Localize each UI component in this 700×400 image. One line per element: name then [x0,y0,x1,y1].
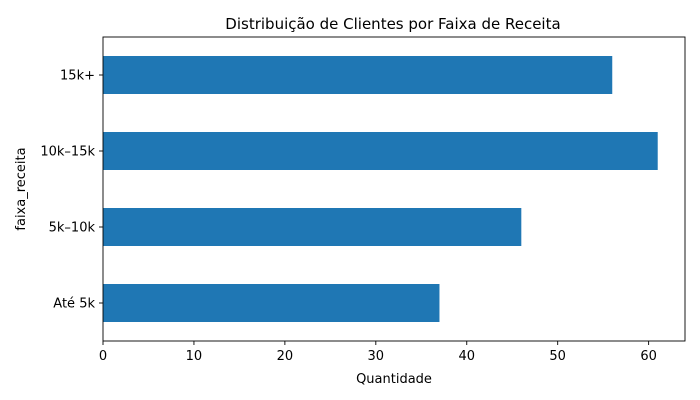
bar [103,56,613,94]
y-axis-label: faixa_receita [14,147,29,230]
y-tick-label: Até 5k [53,297,95,312]
plot-frame [102,36,686,342]
y-axis-ticks: Até 5k 5k–10k 10k–15k 15k+ [40,69,103,312]
bar [103,284,440,322]
y-tick-label: 10k–15k [40,145,95,160]
bar [103,132,658,170]
bar [103,208,522,246]
x-tick-label: 50 [549,349,566,364]
x-tick-label: 30 [368,349,385,364]
x-tick-label: 60 [640,349,657,364]
y-tick-label: 5k–10k [49,221,96,236]
chart-title: Distribuição de Clientes por Faixa de Re… [225,15,560,33]
x-axis-ticks: 0 10 20 30 40 50 60 [99,341,657,364]
x-axis-label: Quantidade [356,372,432,387]
x-tick-label: 40 [458,349,475,364]
y-tick-label: 15k+ [60,69,95,84]
bars-group [103,56,658,322]
x-tick-label: 0 [99,349,107,364]
x-tick-label: 20 [277,349,294,364]
x-tick-label: 10 [186,349,203,364]
